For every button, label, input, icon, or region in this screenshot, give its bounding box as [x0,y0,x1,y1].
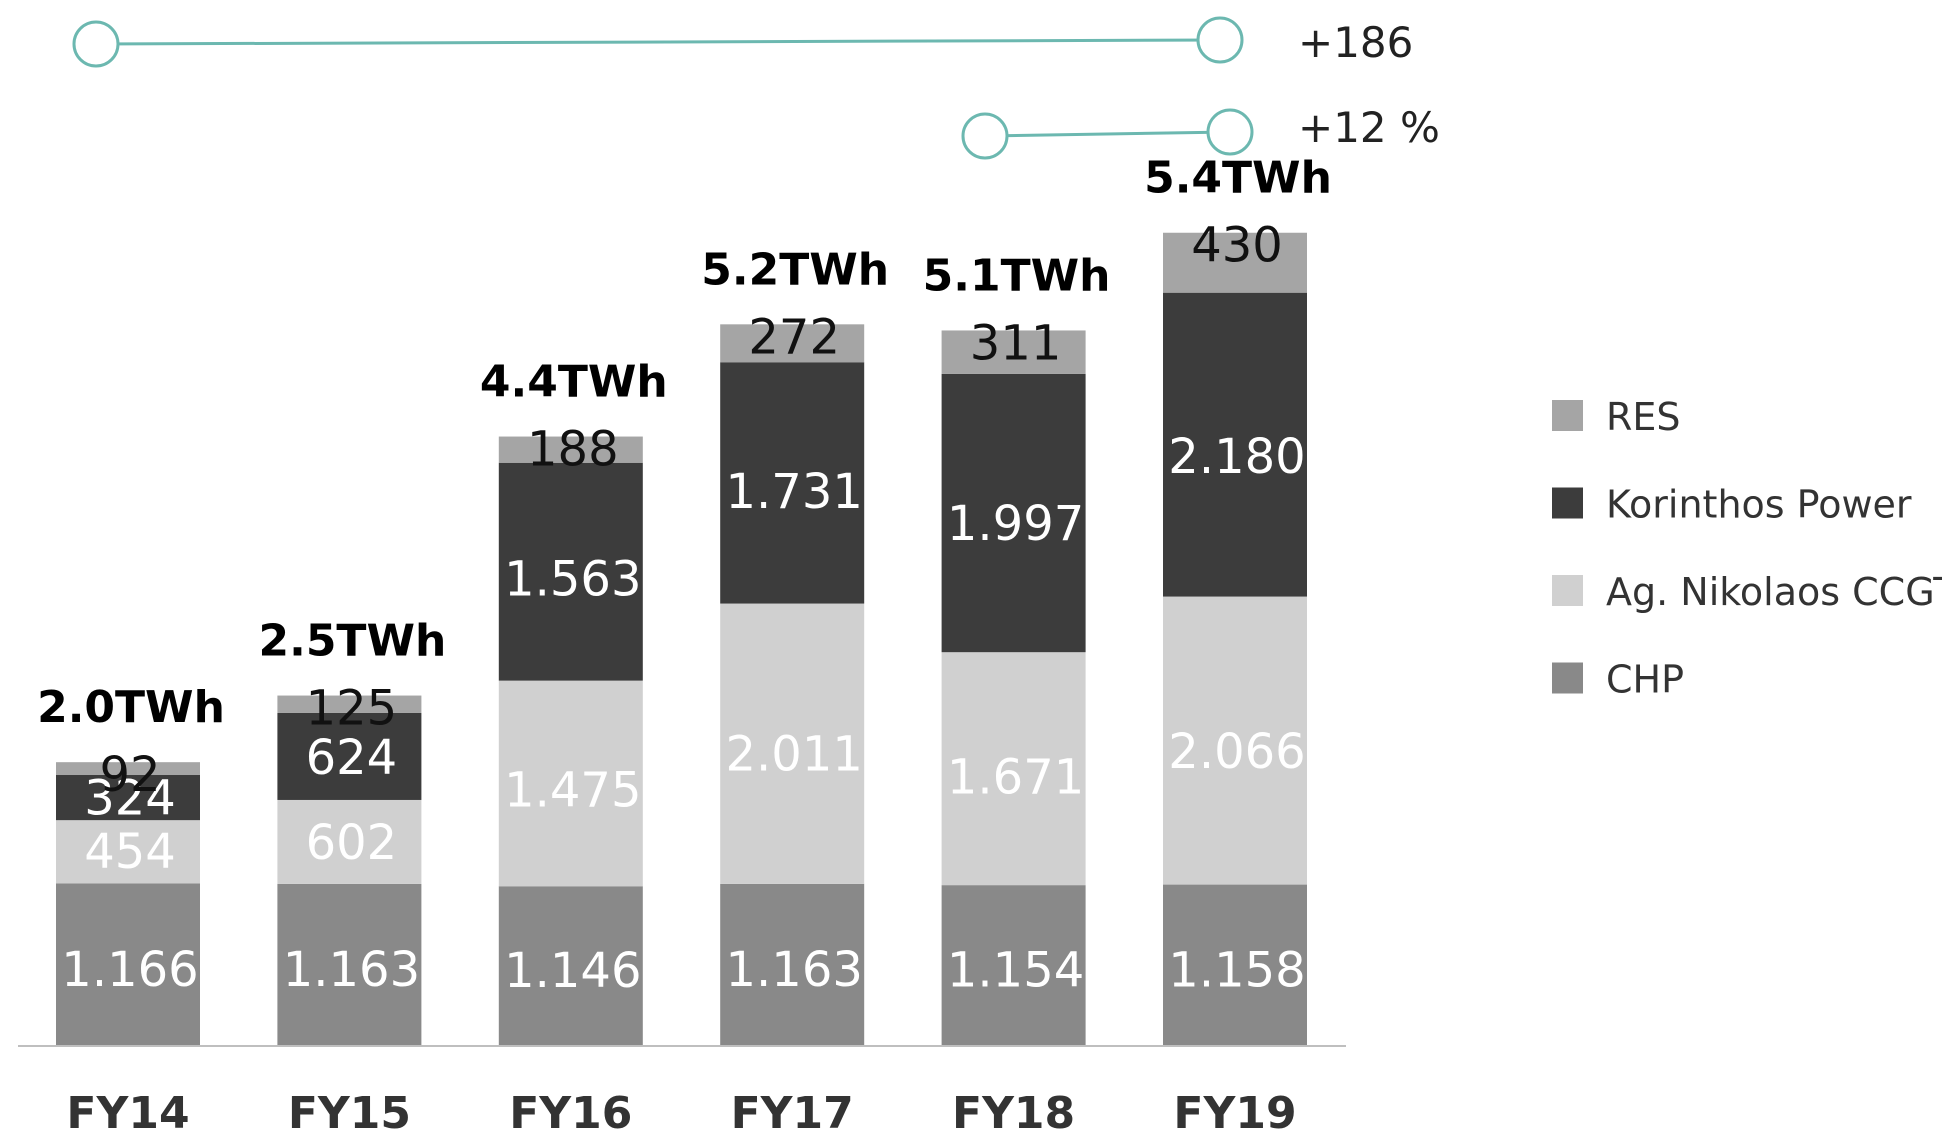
total-label-fy18: 5.1TWh [923,250,1111,301]
data-label-chp-fy15: 1.163 [283,942,420,998]
data-label-korinthos-power-fy15: 624 [306,730,398,786]
x-tick-label-fy18: FY18 [952,1088,1075,1138]
annotation-start-marker-2 [961,112,1009,160]
data-label-res-fy18: 311 [970,315,1062,371]
bar-res-fy17 [720,324,865,363]
data-label-ag-nikolaos-ccgt-fy18: 1.671 [947,749,1084,805]
x-tick-label-fy14: FY14 [66,1088,189,1138]
legend-label-res: RES [1606,395,1681,439]
legend-swatch-korinthos-power [1552,487,1583,519]
x-axis-ticks: FY14 FY15 FY16 FY17 FY18 FY19 [66,1088,1296,1138]
legend-label-ag-nikolaos-ccgt: Ag. Nikolaos CCGT [1606,570,1942,614]
data-label-res-fy19: 430 [1191,218,1283,274]
bar-chp-fy14 [56,883,200,1046]
data-label-ag-nikolaos-ccgt-fy19: 2.066 [1168,724,1305,780]
data-label-ag-nikolaos-ccgt-fy16: 1.475 [504,763,641,819]
data-label-chp-fy19: 1.158 [1168,942,1305,998]
x-tick-label-fy16: FY16 [509,1088,632,1138]
total-label-fy17: 5.2TWh [701,244,889,295]
bar-chp-fy16 [498,886,643,1046]
bar-chp-fy17 [720,883,865,1046]
bar-korinthos-power-fy16 [498,462,643,681]
data-label-chp-fy16: 1.146 [504,943,641,999]
data-label-korinthos-power-fy16: 1.563 [504,552,641,608]
annotation-line-2 [984,130,1231,138]
data-label-chp-fy18: 1.154 [947,943,1084,999]
data-label-korinthos-power-fy17: 1.731 [725,464,862,520]
bar-korinthos-power-fy18 [941,373,1086,653]
bar-res-fy16 [498,436,643,463]
bar-res-fy14 [56,762,200,776]
x-tick-label-fy15: FY15 [288,1088,411,1138]
data-label-chp-fy17: 1.163 [725,942,862,998]
data-label-chp-fy14: 1.166 [61,942,198,998]
total-label-fy19: 5.4TWh [1144,153,1332,204]
bar-res-fy15 [277,695,422,713]
x-tick-label-fy19: FY19 [1173,1088,1296,1138]
data-label-korinthos-power-fy18: 1.997 [947,496,1084,552]
bar-chp-fy19 [1163,884,1307,1046]
data-label-res-fy14: 92 [99,747,160,803]
bar-ag-nikolaos-ccgt-fy16 [498,680,643,887]
annotation-label-1: +186 [1298,18,1413,67]
bar-ag-nikolaos-ccgt-fy18 [941,652,1086,886]
bar-korinthos-power-fy17 [720,362,865,604]
bar-ag-nikolaos-ccgt-fy14 [56,820,200,884]
bar-chp-fy18 [941,885,1086,1046]
annotation-label-2: +12 % [1298,103,1440,152]
total-label-fy14: 2.0TWh [37,682,225,733]
annotation-end-marker-2 [1206,108,1254,156]
legend-swatch-chp [1552,662,1583,694]
legend-label-chp: CHP [1606,658,1684,702]
growth-annotations: +186 +12 % [72,16,1440,160]
x-tick-label-fy17: FY17 [731,1088,854,1138]
data-label-korinthos-power-fy14: 324 [84,771,176,827]
total-label-fy15: 2.5TWh [258,616,446,667]
bar-chp-fy15 [277,883,422,1046]
bar-res-fy18 [941,330,1086,374]
bar-korinthos-power-fy14 [56,775,200,821]
legend: RES Korinthos Power Ag. Nikolaos CCGT CHP [1552,395,1942,702]
bar-ag-nikolaos-ccgt-fy19 [1163,596,1307,885]
data-label-res-fy17: 272 [748,309,840,365]
data-label-res-fy15: 125 [306,681,398,737]
legend-label-korinthos-power: Korinthos Power [1606,483,1912,527]
bar-ag-nikolaos-ccgt-fy17 [720,603,865,884]
data-label-res-fy16: 188 [527,422,619,478]
bar-res-fy19 [1163,232,1307,293]
data-label-ag-nikolaos-ccgt-fy15: 602 [306,815,398,871]
data-label-ag-nikolaos-ccgt-fy17: 2.011 [725,727,862,783]
annotation-end-marker-1 [1196,16,1244,64]
legend-swatch-ag-nikolaos-ccgt [1552,575,1583,606]
data-label-korinthos-power-fy19: 2.180 [1168,429,1305,485]
annotation-line-1 [95,38,1221,46]
bar-ag-nikolaos-ccgt-fy15 [277,799,422,884]
legend-swatch-res [1552,400,1583,431]
data-label-ag-nikolaos-ccgt-fy14: 454 [84,824,176,880]
bar-korinthos-power-fy15 [277,712,422,800]
bar-korinthos-power-fy19 [1163,292,1307,597]
annotation-start-marker-1 [72,20,120,68]
total-label-fy16: 4.4TWh [480,357,668,408]
